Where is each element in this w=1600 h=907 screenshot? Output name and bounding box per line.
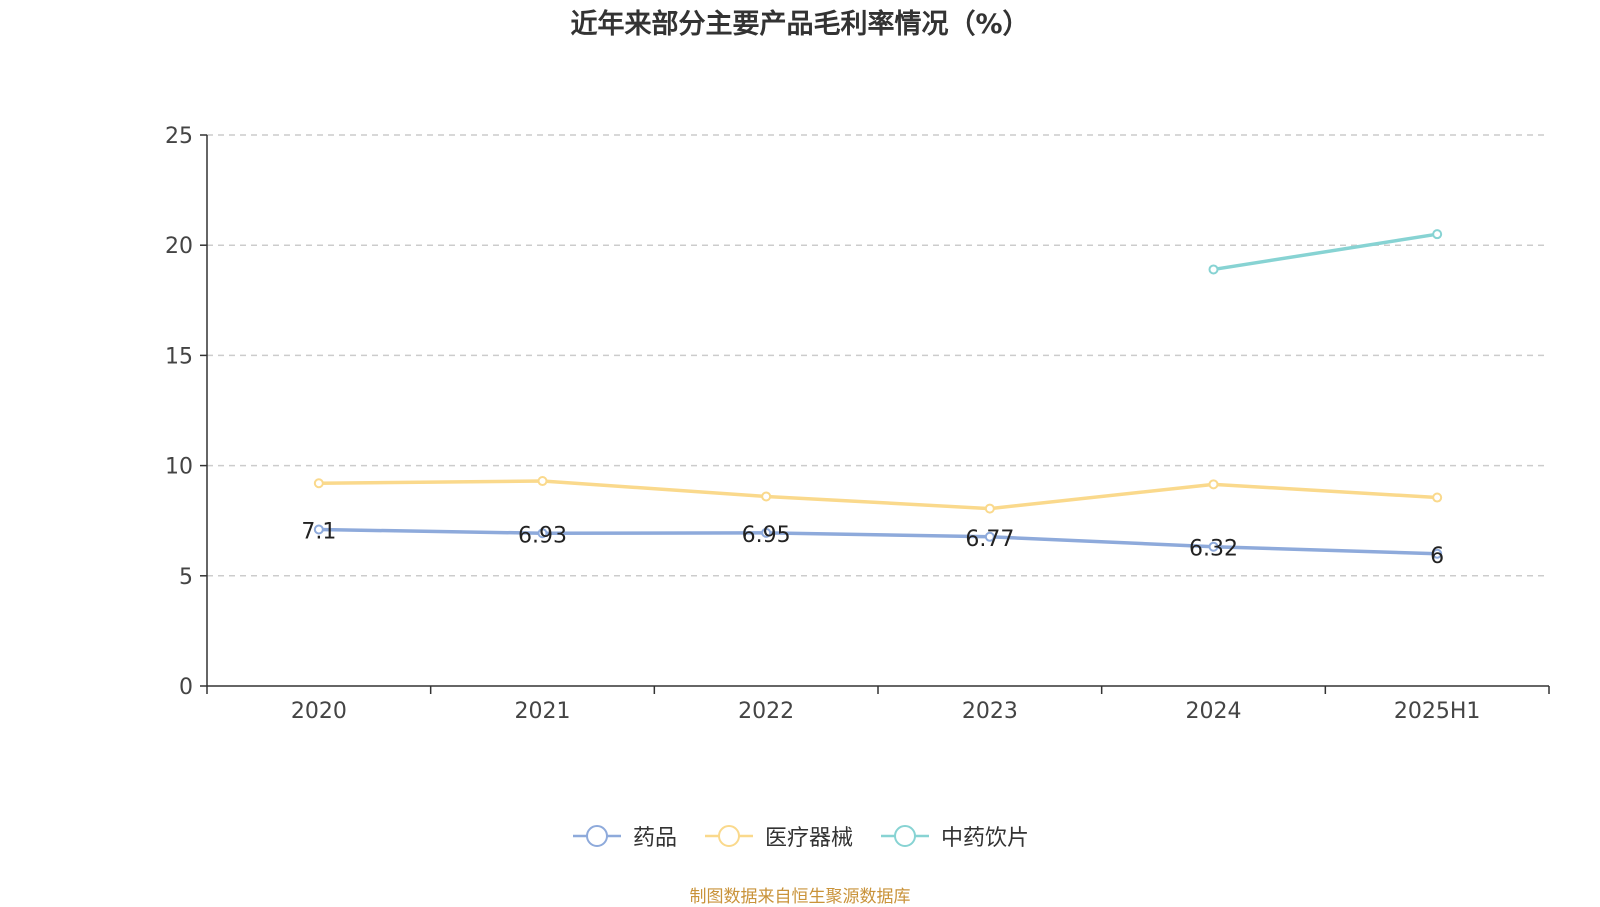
legend-label: 中药饮片 [941, 826, 1030, 851]
y-tick-label: 25 [165, 124, 193, 149]
data-point [313, 524, 324, 535]
data-point [313, 478, 324, 489]
y-tick-label: 5 [179, 565, 193, 590]
data-point [984, 531, 995, 542]
data-label: 6.32 [1189, 537, 1238, 562]
source-note: 制图数据来自恒生聚源数据库 [689, 887, 911, 907]
x-tick-label: 2024 [1186, 699, 1242, 724]
legend-item[interactable]: 药品 [571, 820, 677, 852]
series-line-2 [318, 479, 1438, 511]
series-line-1 [318, 527, 1438, 556]
y-tick-label: 0 [179, 675, 193, 700]
x-tick-label: 2021 [515, 699, 571, 724]
series-line-3 [1213, 232, 1438, 272]
legend-label: 药品 [632, 826, 677, 851]
data-label: 6.77 [965, 527, 1014, 552]
data-point [984, 503, 995, 514]
line-chart: 0 5 10 15 20 25 2020 2021 2022 2023 2024 2025H1 7.1 6… [165, 124, 1550, 724]
legend-line-circle-icon [881, 825, 929, 847]
data-point [1208, 479, 1219, 490]
data-label: 6.93 [518, 523, 567, 548]
x-tick-label: 2023 [962, 699, 1018, 724]
data-point [761, 527, 772, 538]
y-tick-label: 20 [165, 234, 193, 259]
y-tick-label: 10 [165, 455, 193, 480]
data-label: 6.95 [742, 523, 791, 548]
legend-line-circle-icon [704, 825, 753, 847]
x-tick-label: 2022 [738, 699, 794, 724]
legend-item[interactable]: 中药饮片 [879, 820, 1029, 852]
data-point [1432, 492, 1443, 503]
legend-line-circle-icon [572, 825, 621, 847]
legend-label: 医疗器械 [764, 826, 853, 851]
x-tick-label: 2025H1 [1394, 699, 1481, 724]
chart-title: 近年来部分主要产品毛利率情况（%） [570, 9, 1030, 40]
data-point [1208, 264, 1219, 275]
data-label: 6 [1430, 544, 1444, 569]
data-point [1432, 548, 1443, 559]
x-tick-label: 2020 [291, 699, 347, 724]
data-point [1208, 541, 1219, 552]
y-tick-label: 15 [165, 344, 193, 369]
data-point [537, 476, 548, 487]
data-point [761, 491, 772, 502]
legend-item[interactable]: 医疗器械 [703, 820, 853, 852]
data-point [1432, 229, 1443, 240]
legend: 药品 医疗器械 中药饮片 [0, 820, 1600, 852]
data-label: 7.1 [301, 520, 336, 545]
data-point [537, 528, 548, 539]
